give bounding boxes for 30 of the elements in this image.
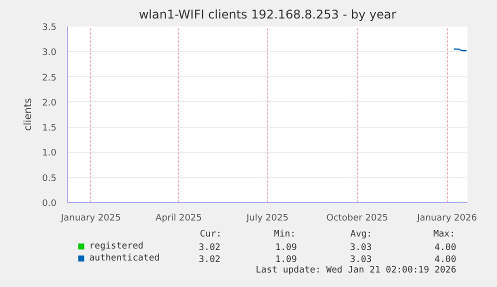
- text: 3.03: [350, 255, 372, 265]
- x-tick-label: October 2025: [326, 214, 388, 224]
- text: Avg:: [350, 230, 372, 240]
- y-axis-title: clients: [23, 98, 34, 131]
- text: 4.00: [434, 255, 456, 265]
- y-tick-label: 0.0: [42, 199, 57, 209]
- text: 3.02: [198, 255, 220, 265]
- text: 3.03: [350, 243, 372, 253]
- text: Min:: [274, 230, 296, 240]
- text: 1.09: [275, 255, 297, 265]
- y-tick-label: 1.0: [42, 148, 57, 159]
- y-tick-label: 3.0: [42, 48, 57, 58]
- text: 1.09: [275, 243, 297, 253]
- y-tick-label: 0.5: [42, 174, 57, 184]
- legend-label: authenticated: [89, 254, 160, 264]
- y-tick-label: 1.5: [42, 124, 57, 134]
- x-tick-label: April 2025: [156, 214, 202, 224]
- chart-title: wlan1-WIFI clients 192.168.8.253 - by year: [138, 8, 396, 22]
- x-tick-label: July 2025: [246, 214, 288, 224]
- x-tick-label: January 2025: [60, 214, 121, 224]
- text: Last update: Wed Jan 21 02:00:19 2026: [256, 266, 456, 276]
- y-tick-label: 2.5: [42, 73, 57, 84]
- text: 4.00: [434, 243, 456, 253]
- y-tick-label: 2.0: [42, 98, 57, 108]
- text: Max:: [433, 230, 456, 240]
- legend-label: registered: [89, 242, 144, 252]
- text: 3.02: [198, 243, 220, 253]
- y-tick-label: 3.5: [42, 23, 57, 33]
- text: Cur:: [200, 230, 222, 240]
- x-tick-label: January 2026: [416, 214, 478, 224]
